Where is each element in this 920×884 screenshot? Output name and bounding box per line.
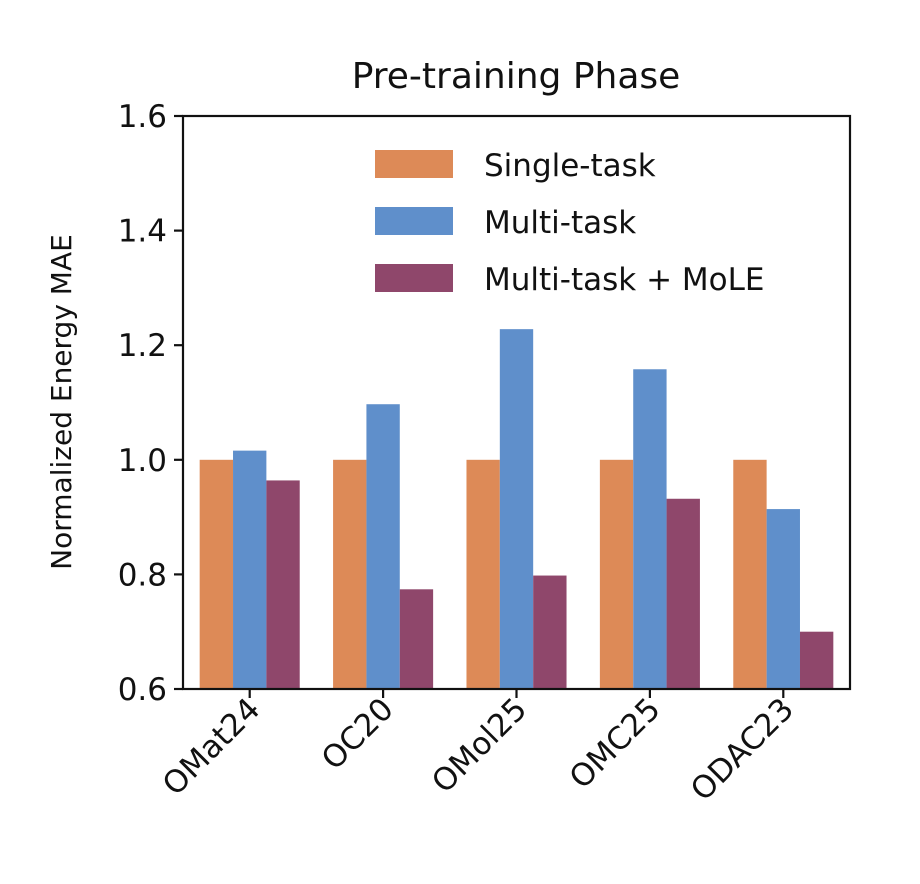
chart-title: Pre-training Phase [352,56,681,97]
y-tick-label-0: 0.6 [118,672,167,708]
legend-label-multi-task: Multi-task [484,205,636,241]
bar-single-task-oc20 [333,459,367,689]
bar-multi-task-mole-omol25 [533,575,567,689]
x-tick-label-omc25: OMC25 [563,691,668,796]
bar-multi-task-odac23 [766,509,800,689]
x-tick-label-omat24: OMat24 [156,691,268,803]
y-tick-label-2: 1.0 [118,443,167,479]
bar-multi-task-omc25 [633,369,667,689]
legend: Single-task Multi-task Multi-task + MoLE [375,148,764,298]
legend-label-multi-task-mole: Multi-task + MoLE [484,262,764,298]
x-tick-label-omol25: OMol25 [425,691,534,800]
bar-multi-task-mole-omc25 [666,498,700,689]
legend-label-single-task: Single-task [484,148,656,184]
bars-group [199,329,834,689]
y-tick-label-3: 1.2 [118,328,167,364]
x-tick-label-oc20: OC20 [315,691,401,777]
bar-single-task-odac23 [733,459,767,689]
y-axis-label: Normalized Energy MAE [45,234,78,570]
bar-single-task-omat24 [199,459,234,689]
y-tick-label-4: 1.4 [118,214,167,250]
y-tick-label-1: 0.8 [118,557,167,593]
legend-swatch-multi-task-mole [375,264,453,292]
bar-multi-task-omol25 [499,329,534,689]
bar-multi-task-mole-oc20 [399,589,434,689]
bar-multi-task-oc20 [366,404,400,689]
bar-single-task-omc25 [599,459,634,689]
legend-swatch-single-task [375,150,453,178]
bar-multi-task-mole-odac23 [799,631,834,689]
bar-multi-task-omat24 [233,450,267,689]
x-tick-label-odac23: ODAC23 [684,691,801,808]
bar-single-task-omol25 [466,459,500,689]
bar-multi-task-mole-omat24 [266,480,300,689]
y-tick-label-5: 1.6 [118,99,167,135]
legend-swatch-multi-task [375,207,453,235]
